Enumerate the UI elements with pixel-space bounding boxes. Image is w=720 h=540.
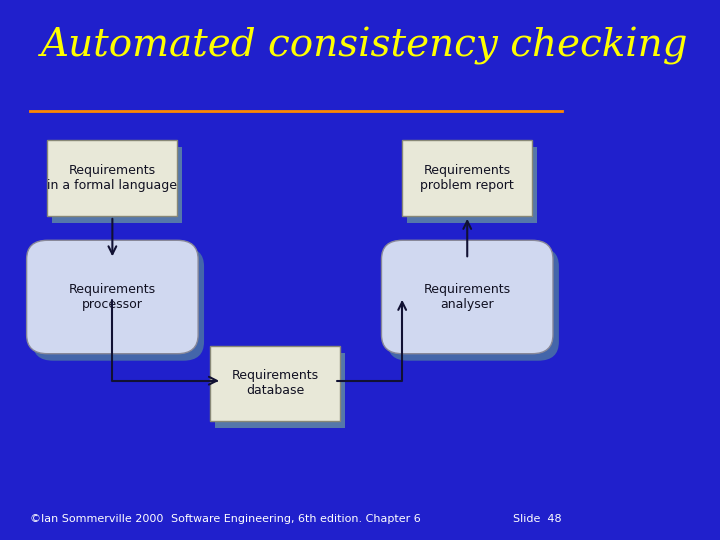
Text: Software Engineering, 6th edition. Chapter 6: Software Engineering, 6th edition. Chapt…: [171, 514, 420, 524]
FancyBboxPatch shape: [32, 247, 204, 361]
FancyBboxPatch shape: [27, 240, 198, 354]
Text: ©Ian Sommerville 2000: ©Ian Sommerville 2000: [30, 514, 163, 524]
FancyBboxPatch shape: [210, 346, 340, 421]
FancyBboxPatch shape: [407, 147, 537, 223]
FancyBboxPatch shape: [382, 240, 553, 354]
Text: Requirements
analyser: Requirements analyser: [423, 283, 510, 311]
Text: Automated consistency checking: Automated consistency checking: [42, 27, 689, 65]
Text: Requirements
processor: Requirements processor: [69, 283, 156, 311]
Text: Slide  48: Slide 48: [513, 514, 562, 524]
FancyBboxPatch shape: [402, 140, 532, 216]
Text: Requirements
in a formal language: Requirements in a formal language: [48, 164, 177, 192]
FancyBboxPatch shape: [52, 147, 182, 223]
FancyBboxPatch shape: [215, 353, 345, 428]
FancyBboxPatch shape: [48, 140, 177, 216]
Text: Requirements
database: Requirements database: [231, 369, 318, 397]
FancyBboxPatch shape: [387, 247, 559, 361]
Text: Requirements
problem report: Requirements problem report: [420, 164, 514, 192]
